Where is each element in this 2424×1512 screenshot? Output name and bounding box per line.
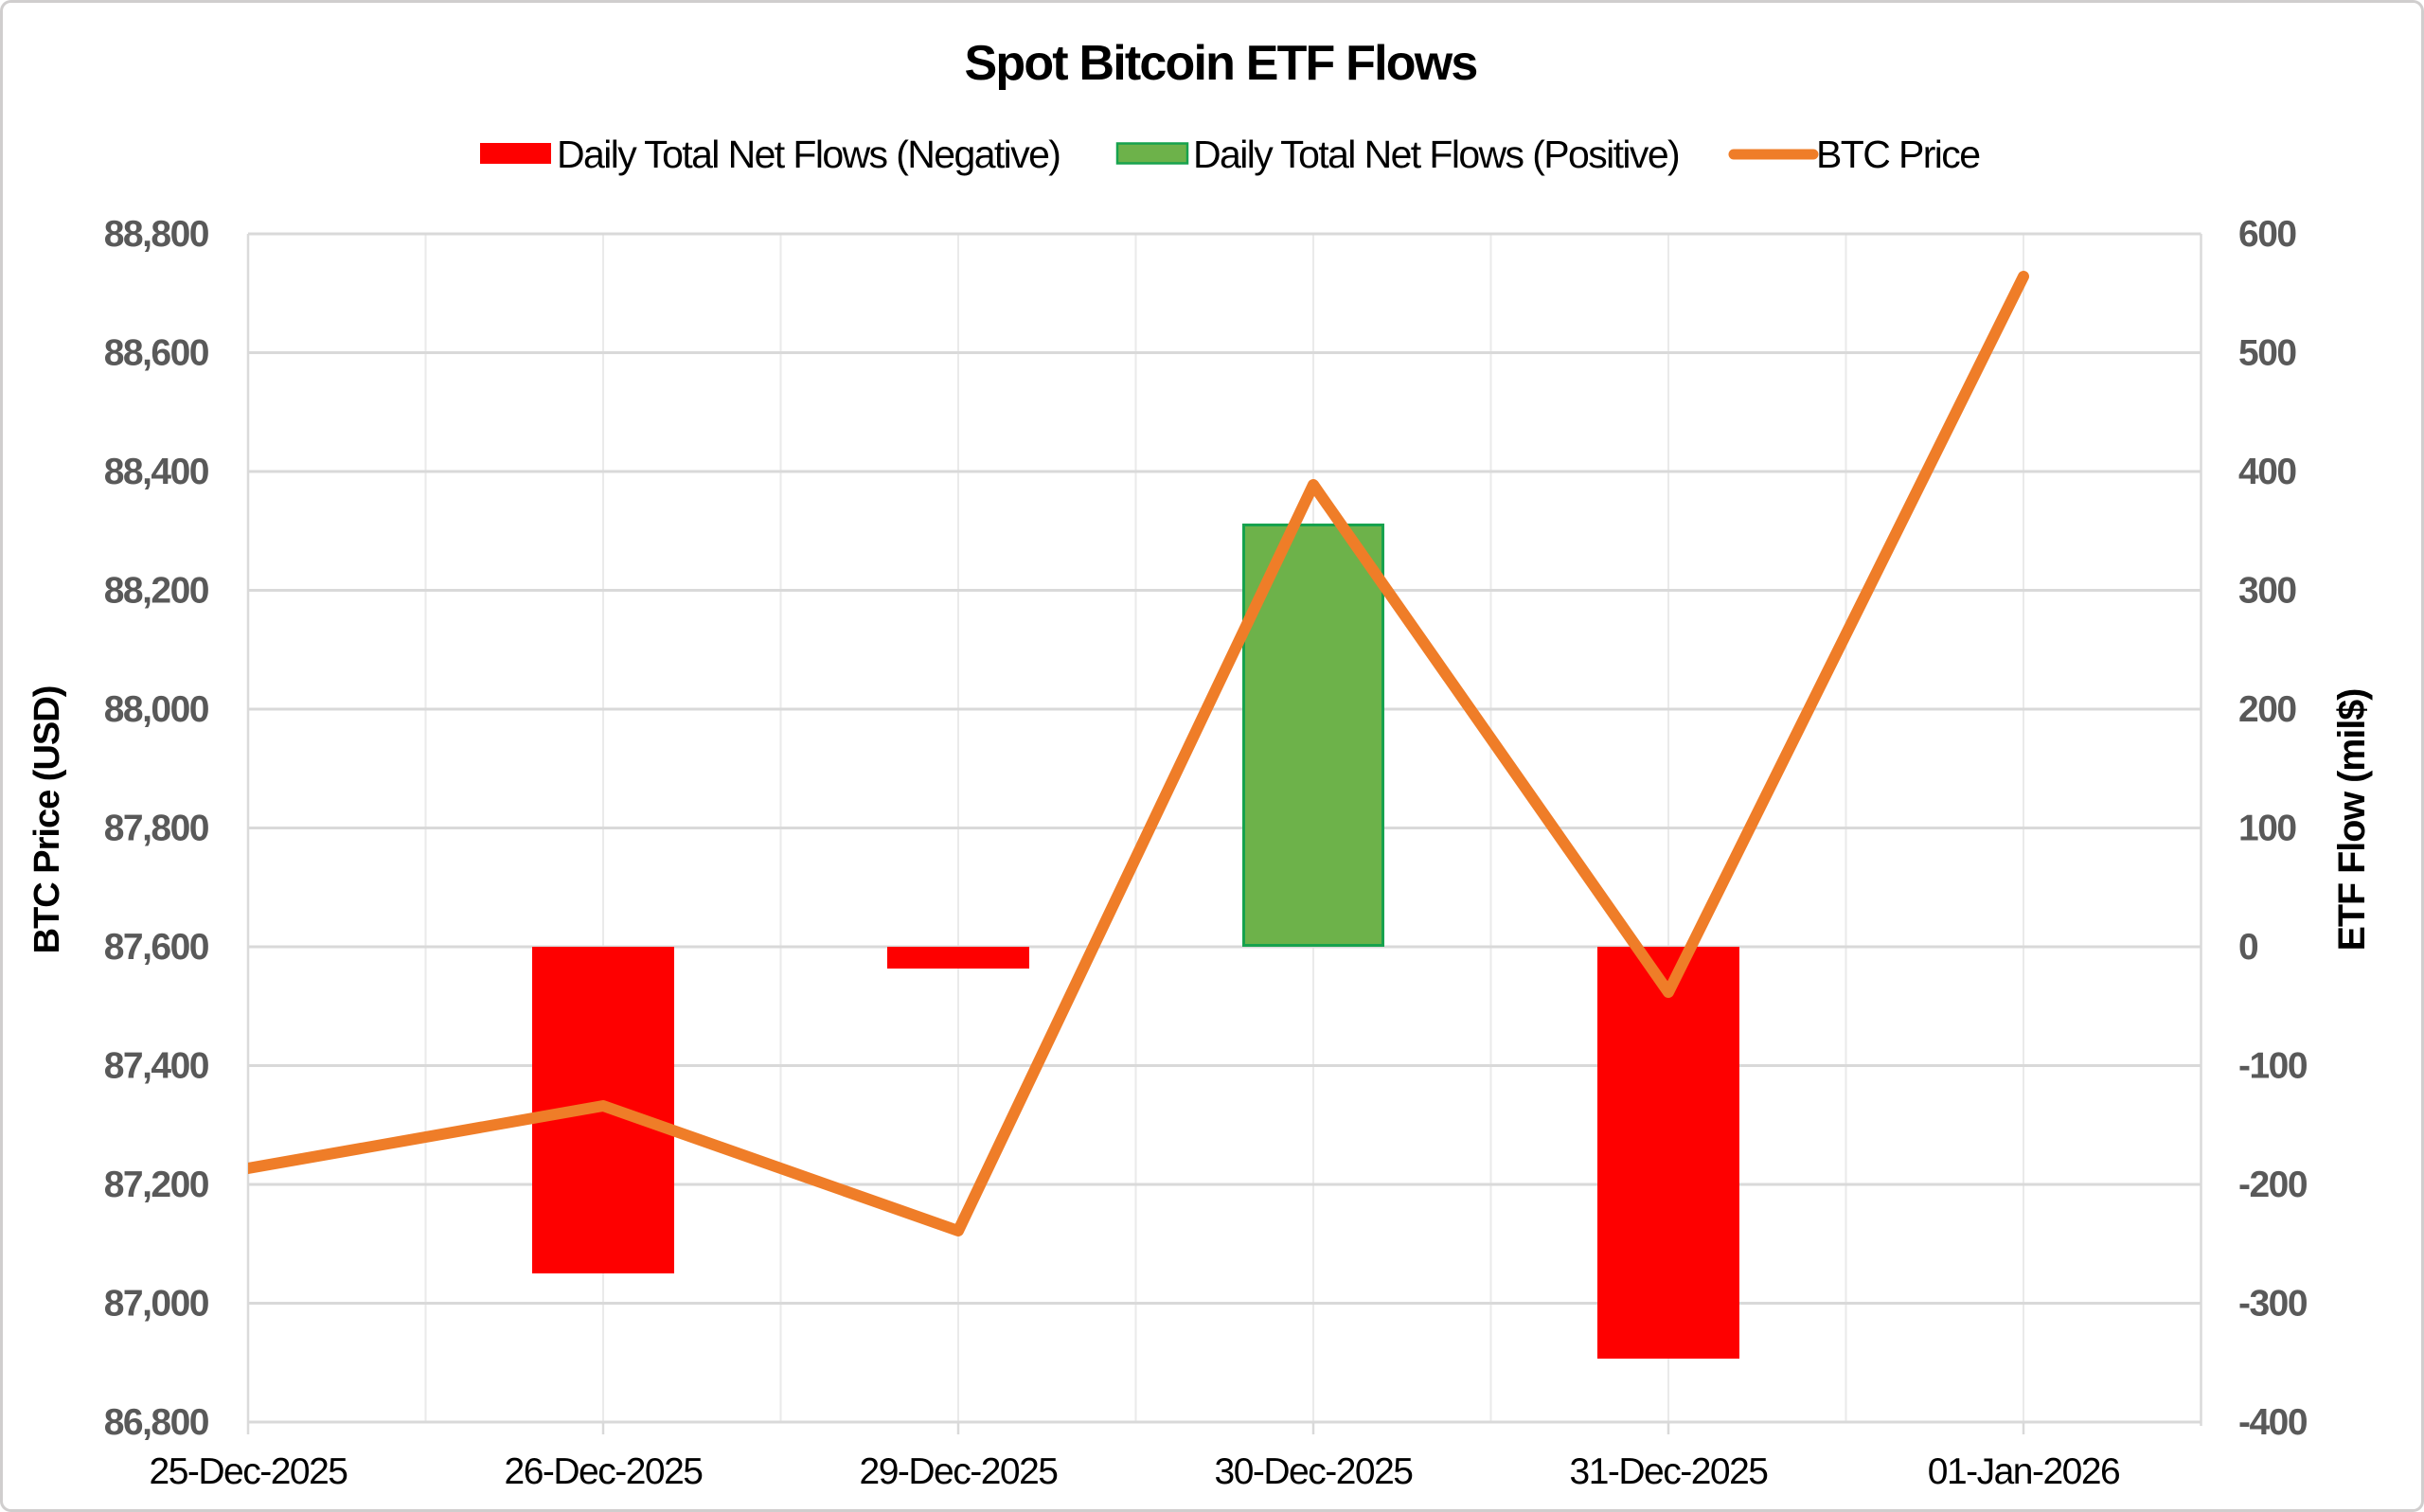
svg-text:600: 600 [2238,214,2296,255]
svg-text:-400: -400 [2238,1402,2308,1443]
svg-text:Spot Bitcoin ETF Flows: Spot Bitcoin ETF Flows [964,36,1476,91]
svg-text:87,800: 87,800 [104,809,209,849]
svg-text:29-Dec-2025: 29-Dec-2025 [860,1451,1059,1492]
svg-text:86,800: 86,800 [104,1402,209,1443]
svg-text:Daily Total Net Flows (Negativ: Daily Total Net Flows (Negative) [557,133,1060,176]
svg-text:01-Jan-2026: 01-Jan-2026 [1928,1451,2120,1492]
svg-text:88,200: 88,200 [104,571,209,612]
svg-text:25-Dec-2025: 25-Dec-2025 [150,1451,348,1492]
svg-text:26-Dec-2025: 26-Dec-2025 [505,1451,704,1492]
svg-text:87,200: 87,200 [104,1165,209,1205]
svg-text:100: 100 [2238,809,2296,849]
svg-text:400: 400 [2238,452,2296,492]
svg-text:88,600: 88,600 [104,333,209,374]
svg-text:200: 200 [2238,689,2296,730]
svg-text:-200: -200 [2238,1165,2308,1205]
svg-text:ETF Flow (mil$): ETF Flow (mil$) [2331,689,2373,952]
svg-text:Daily Total Net Flows (Positiv: Daily Total Net Flows (Positive) [1193,133,1679,176]
svg-text:88,400: 88,400 [104,452,209,492]
svg-text:30-Dec-2025: 30-Dec-2025 [1215,1451,1414,1492]
svg-text:0: 0 [2238,927,2258,968]
svg-text:31-Dec-2025: 31-Dec-2025 [1570,1451,1769,1492]
svg-text:300: 300 [2238,571,2296,612]
svg-text:BTC Price (USD): BTC Price (USD) [27,686,67,954]
svg-text:87,000: 87,000 [104,1284,209,1325]
svg-text:88,000: 88,000 [104,689,209,730]
svg-text:-300: -300 [2238,1284,2308,1325]
svg-text:87,600: 87,600 [104,927,209,968]
svg-text:500: 500 [2238,333,2296,374]
svg-text:88,800: 88,800 [104,214,209,255]
svg-text:87,400: 87,400 [104,1046,209,1087]
svg-text:-100: -100 [2238,1046,2308,1087]
svg-text:BTC Price: BTC Price [1816,133,1979,176]
